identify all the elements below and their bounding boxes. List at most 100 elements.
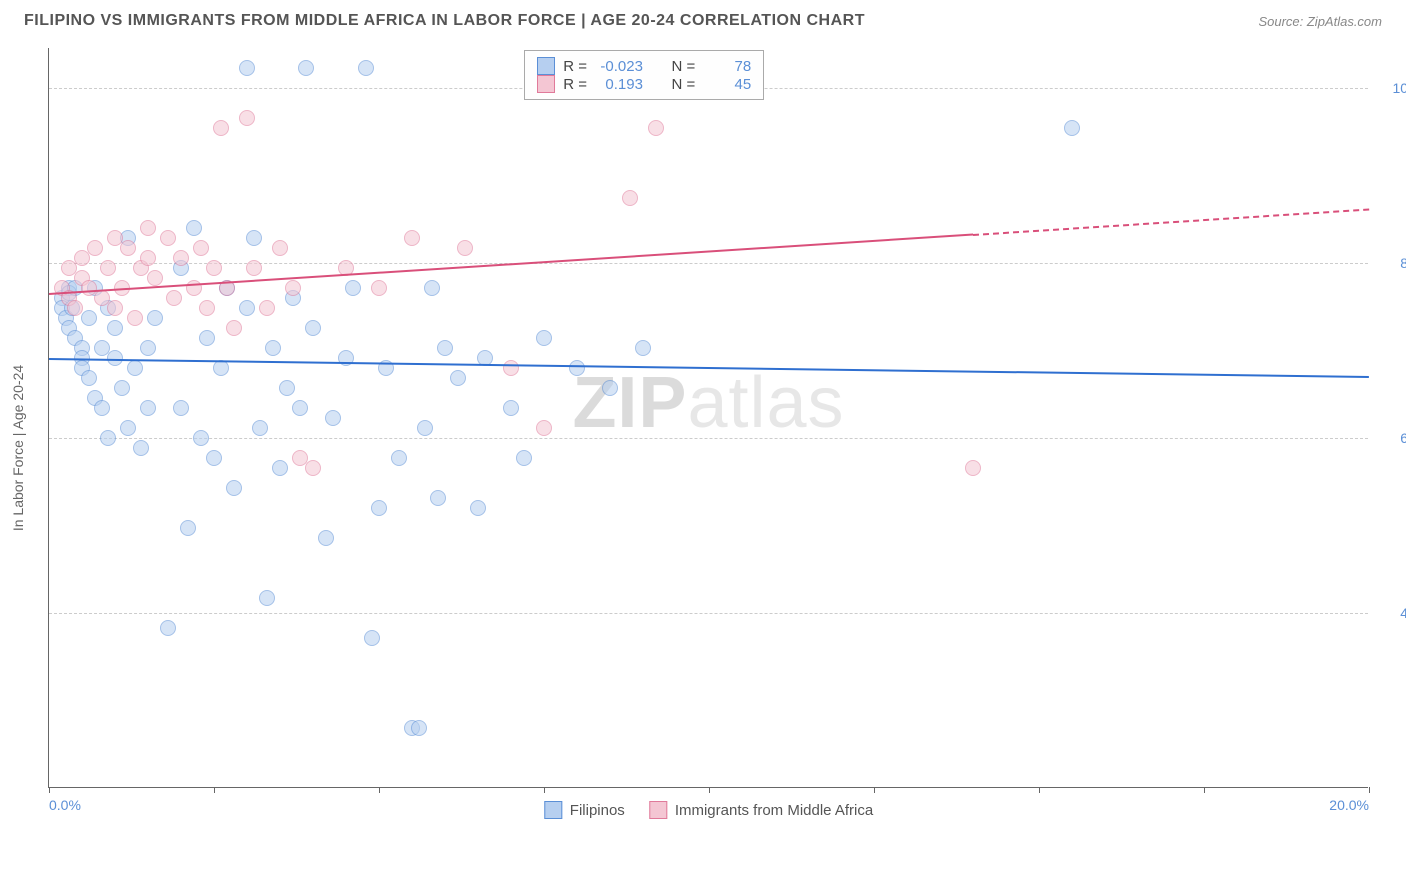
y-tick-label: 100.0% — [1380, 80, 1406, 96]
scatter-point-b — [305, 460, 321, 476]
scatter-point-a — [114, 380, 130, 396]
scatter-point-a — [371, 500, 387, 516]
scatter-point-b — [622, 190, 638, 206]
scatter-point-a — [239, 300, 255, 316]
r-value: 0.193 — [595, 76, 643, 93]
scatter-point-a — [239, 60, 255, 76]
watermark-light: atlas — [687, 363, 844, 443]
x-tick — [1204, 787, 1205, 793]
plot-area: ZIPatlas 47.5%65.0%82.5%100.0%0.0%20.0%R… — [48, 48, 1368, 788]
y-axis-label: In Labor Force | Age 20-24 — [10, 365, 26, 531]
scatter-point-b — [140, 220, 156, 236]
scatter-point-a — [450, 370, 466, 386]
scatter-point-b — [272, 240, 288, 256]
scatter-point-a — [226, 480, 242, 496]
scatter-point-a — [391, 450, 407, 466]
gridline-horizontal — [49, 613, 1368, 614]
scatter-point-a — [279, 380, 295, 396]
scatter-point-b — [503, 360, 519, 376]
legend-swatch — [537, 57, 555, 75]
scatter-point-b — [173, 250, 189, 266]
scatter-point-b — [147, 270, 163, 286]
scatter-point-a — [180, 520, 196, 536]
source-attribution: Source: ZipAtlas.com — [1258, 14, 1382, 29]
watermark-bold: ZIP — [572, 363, 687, 443]
scatter-point-b — [87, 240, 103, 256]
x-tick-label: 20.0% — [1329, 797, 1369, 813]
scatter-point-a — [120, 420, 136, 436]
scatter-point-b — [259, 300, 275, 316]
trend-line — [49, 358, 1369, 378]
scatter-point-a — [569, 360, 585, 376]
y-tick-label: 65.0% — [1380, 430, 1406, 446]
scatter-point-a — [437, 340, 453, 356]
scatter-point-b — [127, 310, 143, 326]
trend-line — [973, 208, 1369, 235]
scatter-point-a — [430, 490, 446, 506]
source-name: ZipAtlas.com — [1307, 14, 1382, 29]
scatter-point-b — [100, 260, 116, 276]
scatter-point-a — [325, 410, 341, 426]
scatter-point-b — [226, 320, 242, 336]
scatter-point-a — [94, 400, 110, 416]
n-label: N = — [671, 76, 695, 93]
y-tick-label: 47.5% — [1380, 605, 1406, 621]
legend-swatch — [544, 801, 562, 819]
scatter-point-b — [193, 240, 209, 256]
scatter-point-a — [265, 340, 281, 356]
scatter-point-a — [107, 320, 123, 336]
scatter-point-a — [100, 430, 116, 446]
scatter-point-a — [147, 310, 163, 326]
scatter-point-b — [246, 260, 262, 276]
r-label: R = — [563, 58, 587, 75]
x-tick-label: 0.0% — [49, 797, 81, 813]
x-tick — [1039, 787, 1040, 793]
scatter-point-a — [81, 310, 97, 326]
scatter-point-a — [272, 460, 288, 476]
gridline-horizontal — [49, 438, 1368, 439]
scatter-point-a — [602, 380, 618, 396]
stats-row: R = -0.023 N = 78 — [537, 57, 751, 75]
scatter-point-a — [246, 230, 262, 246]
scatter-point-b — [107, 300, 123, 316]
scatter-point-a — [252, 420, 268, 436]
scatter-point-b — [213, 120, 229, 136]
scatter-point-a — [259, 590, 275, 606]
scatter-point-b — [648, 120, 664, 136]
scatter-point-a — [292, 400, 308, 416]
scatter-point-a — [173, 400, 189, 416]
n-value: 45 — [703, 76, 751, 93]
scatter-point-a — [364, 630, 380, 646]
scatter-point-a — [81, 370, 97, 386]
x-tick — [1369, 787, 1370, 793]
x-tick — [709, 787, 710, 793]
scatter-point-b — [404, 230, 420, 246]
scatter-point-b — [206, 260, 222, 276]
scatter-point-b — [67, 300, 83, 316]
scatter-point-a — [635, 340, 651, 356]
scatter-point-b — [457, 240, 473, 256]
legend-item: Immigrants from Middle Africa — [649, 801, 873, 819]
scatter-point-b — [166, 290, 182, 306]
scatter-point-b — [285, 280, 301, 296]
scatter-point-a — [503, 400, 519, 416]
scatter-point-b — [536, 420, 552, 436]
legend-label: Immigrants from Middle Africa — [675, 802, 873, 819]
scatter-point-a — [1064, 120, 1080, 136]
scatter-point-a — [193, 430, 209, 446]
legend-swatch — [649, 801, 667, 819]
scatter-point-a — [417, 420, 433, 436]
scatter-point-a — [305, 320, 321, 336]
stats-legend: R = -0.023 N = 78R = 0.193 N = 45 — [524, 50, 764, 100]
series-legend: Filipinos Immigrants from Middle Africa — [544, 801, 873, 819]
scatter-point-a — [424, 280, 440, 296]
scatter-point-b — [199, 300, 215, 316]
x-tick — [214, 787, 215, 793]
scatter-point-b — [160, 230, 176, 246]
watermark: ZIPatlas — [572, 362, 844, 444]
r-value: -0.023 — [595, 58, 643, 75]
n-value: 78 — [703, 58, 751, 75]
x-tick — [544, 787, 545, 793]
legend-label: Filipinos — [570, 802, 625, 819]
n-label: N = — [671, 58, 695, 75]
